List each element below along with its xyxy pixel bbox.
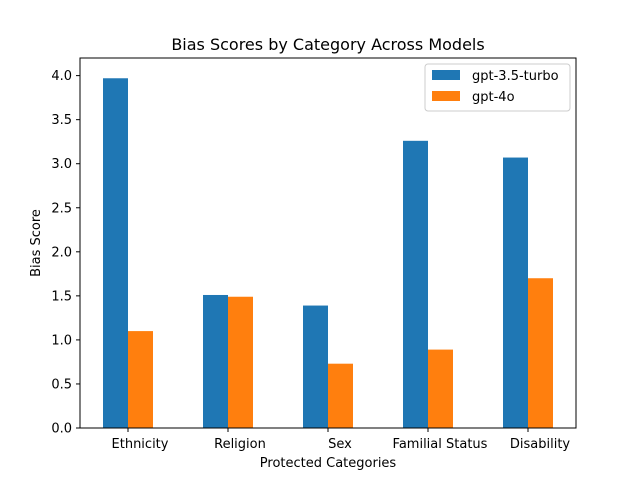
y-axis: 0.0 0.5 1.0 1.5 2.0 2.5 3.0 3.5 4.0 [51,69,80,437]
legend-swatch-gpt-4o [432,91,460,101]
legend-frame [424,63,571,112]
bar-gpt-4o-ethnicity [128,331,153,428]
legend: gpt-3.5-turbo gpt-4o [424,63,571,112]
x-tick-label: Familial Status [393,437,488,452]
x-tick-label: Sex [328,437,352,452]
bar-gpt-3.5-turbo-sex [303,305,328,428]
x-tick-label: Ethnicity [112,437,169,452]
bar-gpt-3.5-turbo-ethnicity [103,78,128,428]
y-tick-label: 1.0 [51,333,72,348]
y-tick-label: 2.0 [51,245,72,260]
y-tick-label: 3.0 [51,157,72,172]
x-axis: Ethnicity Religion Sex Familial Status Disab… [112,428,571,452]
bar-gpt-4o-familial-status [428,349,453,428]
y-axis-label: Bias Score [29,209,44,277]
legend-label-gpt-4o: gpt-4o [472,90,515,105]
y-tick-label: 1.5 [51,289,72,304]
bar-gpt-3.5-turbo-disability [503,157,528,429]
y-tick-label: 0.0 [51,422,72,437]
bars-layer [103,78,553,429]
x-tick-label: Religion [214,437,266,452]
y-tick-label: 2.5 [51,201,72,216]
bar-gpt-3.5-turbo-familial-status [403,140,428,429]
x-tick-label: Disability [510,437,571,452]
bar-gpt-3.5-turbo-religion [203,294,228,428]
bar-gpt-4o-disability [528,278,553,428]
y-tick-label: 3.5 [51,113,72,128]
bar-gpt-4o-sex [328,363,353,428]
y-tick-label: 0.5 [51,377,72,392]
legend-label-gpt-3.5-turbo: gpt-3.5-turbo [472,69,559,84]
legend-swatch-gpt-3.5-turbo [432,70,460,80]
plot-frame [79,57,577,429]
chart-title: Bias Scores by Category Across Models [171,35,484,54]
bar-gpt-4o-religion [228,296,253,428]
x-axis-label: Protected Categories [260,456,397,471]
y-tick-label: 4.0 [51,69,72,84]
